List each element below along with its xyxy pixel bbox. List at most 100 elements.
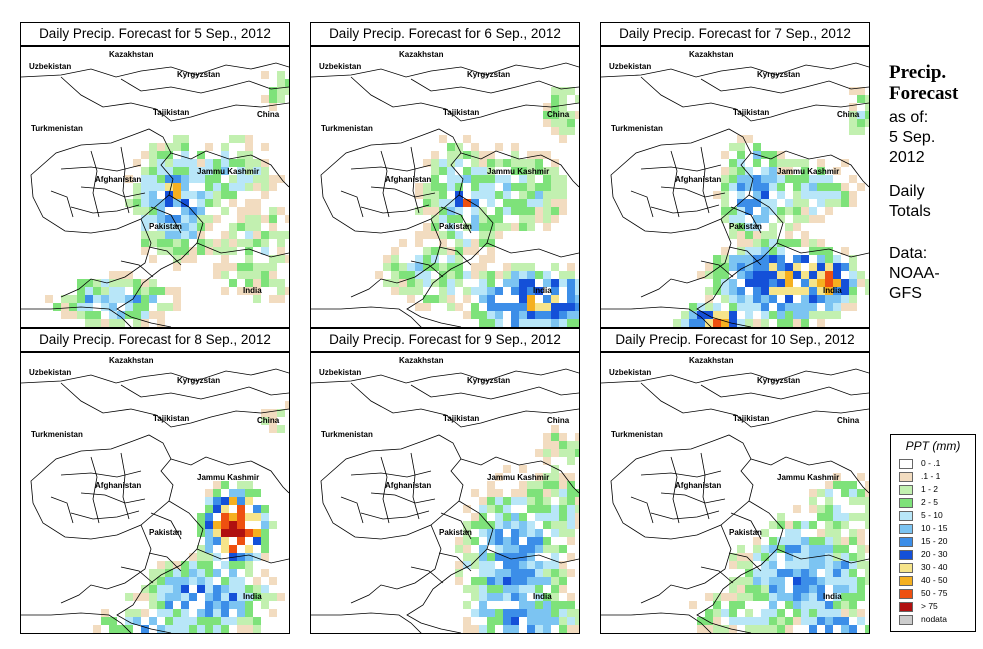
panel-title: Daily Precip. Forecast for 7 Sep., 2012 xyxy=(600,22,870,46)
map-label-kazakhstan: Kazakhstan xyxy=(399,356,444,365)
map-label-india: India xyxy=(533,592,552,601)
sidebar-daily-line1: Daily xyxy=(889,183,925,200)
sidebar-title: Precip. Forecast xyxy=(889,62,958,104)
precip-map: Uzbekistan Kazakhstan Kyrgyzstan Tajikistan… xyxy=(20,352,290,634)
panel-title: Daily Precip. Forecast for 10 Sep., 2012 xyxy=(600,328,870,352)
precip-map-svg: Uzbekistan Kazakhstan Kyrgyzstan Tajikistan… xyxy=(311,356,579,633)
border-line xyxy=(320,128,464,234)
border-line xyxy=(750,456,869,494)
legend-swatch xyxy=(899,472,913,482)
legend-label: 10 - 15 xyxy=(921,523,948,533)
border-line xyxy=(601,612,712,633)
legend-label: 30 - 40 xyxy=(921,562,948,572)
sidebar-data-line3: GFS xyxy=(889,285,922,302)
map-label-turkmenistan: Turkmenistan xyxy=(611,124,663,133)
map-label-china: China xyxy=(837,416,860,425)
map-label-india: India xyxy=(533,286,552,295)
forecast-panel-1: Daily Precip. Forecast for 5 Sep., 2012 U… xyxy=(20,22,290,328)
legend-swatch xyxy=(899,563,913,573)
map-label-kazakhstan: Kazakhstan xyxy=(689,50,734,59)
border-line xyxy=(350,524,442,604)
map-label-afghanistan: Afghanistan xyxy=(385,481,431,490)
forecast-panel-3: Daily Precip. Forecast for 7 Sep., 2012 U… xyxy=(600,22,870,328)
border-line xyxy=(60,524,152,604)
map-label-india: India xyxy=(243,592,262,601)
legend-swatch xyxy=(899,537,913,547)
legend-label: 2 - 5 xyxy=(921,497,939,507)
border-line xyxy=(148,552,182,572)
map-label-jammu-kashmir: Jammu Kashmir xyxy=(197,473,259,482)
border-line xyxy=(630,190,654,218)
border-line xyxy=(776,548,869,564)
border-line xyxy=(776,242,869,258)
map-label-india: India xyxy=(243,286,262,295)
border-line xyxy=(730,512,762,540)
map-label-afghanistan: Afghanistan xyxy=(95,175,141,184)
border-line xyxy=(350,382,579,428)
border-line xyxy=(410,566,444,584)
precip-map: Uzbekistan Kazakhstan Kyrgyzstan Tajikistan… xyxy=(600,352,870,634)
border-line xyxy=(601,306,712,327)
panel-title: Daily Precip. Forecast for 8 Sep., 2012 xyxy=(20,328,290,352)
border-line xyxy=(120,452,130,520)
border-line xyxy=(21,62,289,78)
map-label-uzbekistan: Uzbekistan xyxy=(319,62,361,71)
sidebar-daily-line2: Totals xyxy=(889,203,931,220)
legend-swatch xyxy=(899,576,913,586)
legend-label: nodata xyxy=(921,614,947,624)
precip-grid xyxy=(375,87,579,327)
border-line xyxy=(410,384,579,400)
legend-swatch xyxy=(899,498,913,508)
map-label-tajikistan: Tajikistan xyxy=(733,414,769,423)
border-line xyxy=(670,150,680,218)
map-label-kyrgyzstan: Kyrgyzstan xyxy=(757,376,800,385)
map-label-china: China xyxy=(547,416,570,425)
legend-label: 1 - 2 xyxy=(921,484,939,494)
panel-title: Daily Precip. Forecast for 9 Sep., 2012 xyxy=(310,328,580,352)
map-label-kazakhstan: Kazakhstan xyxy=(689,356,734,365)
legend-label: 0 - .1 xyxy=(921,458,941,468)
sidebar-asof-line2: 5 Sep. xyxy=(889,129,936,146)
map-label-jammu-kashmir: Jammu Kashmir xyxy=(487,167,549,176)
border-line xyxy=(601,368,869,384)
map-label-kyrgyzstan: Kyrgyzstan xyxy=(177,376,220,385)
border-line xyxy=(410,146,420,214)
map-label-tajikistan: Tajikistan xyxy=(443,108,479,117)
border-line xyxy=(311,368,579,384)
border-line xyxy=(148,246,182,266)
legend-swatch xyxy=(899,459,913,469)
legend-label: > 75 xyxy=(921,601,938,611)
border-line xyxy=(196,242,289,258)
precip-map: Uzbekistan Kazakhstan Kyrgyzstan Tajikistan… xyxy=(310,352,580,634)
border-line xyxy=(610,434,754,540)
sidebar-asof-line3: 2012 xyxy=(889,149,925,166)
panel-title: Daily Precip. Forecast for 5 Sep., 2012 xyxy=(20,22,290,46)
precip-grid xyxy=(455,425,579,633)
border-line xyxy=(311,62,579,78)
border-line xyxy=(380,456,390,524)
map-label-kyrgyzstan: Kyrgyzstan xyxy=(757,70,800,79)
map-label-jammu-kashmir: Jammu Kashmir xyxy=(777,167,839,176)
forecast-panel-6: Daily Precip. Forecast for 10 Sep., 2012… xyxy=(600,328,870,634)
sidebar-data-line1: Data: xyxy=(889,245,928,262)
border-line xyxy=(90,456,100,524)
border-line xyxy=(50,496,74,524)
map-label-jammu-kashmir: Jammu Kashmir xyxy=(777,473,839,482)
forecast-panel-4: Daily Precip. Forecast for 8 Sep., 2012 U… xyxy=(20,328,290,634)
border-line xyxy=(730,206,762,234)
border-line xyxy=(90,150,100,218)
precip-map-svg: Uzbekistan Kazakhstan Kyrgyzstan Tajikistan… xyxy=(311,50,579,327)
country-borders xyxy=(311,368,579,633)
border-line xyxy=(30,128,174,234)
precip-grid xyxy=(673,87,869,327)
map-label-china: China xyxy=(837,110,860,119)
border-line xyxy=(320,434,464,540)
map-label-afghanistan: Afghanistan xyxy=(675,481,721,490)
border-line xyxy=(438,552,472,572)
border-line xyxy=(640,470,722,478)
border-line xyxy=(700,78,869,94)
border-line xyxy=(60,470,142,478)
forecast-panel-2: Daily Precip. Forecast for 6 Sep., 2012 U… xyxy=(310,22,580,328)
precip-legend: PPT (mm) 0 - .1 .1 - 1 1 - 2 2 - 5 5 - 10 10 … xyxy=(890,434,976,632)
border-line xyxy=(486,242,579,258)
